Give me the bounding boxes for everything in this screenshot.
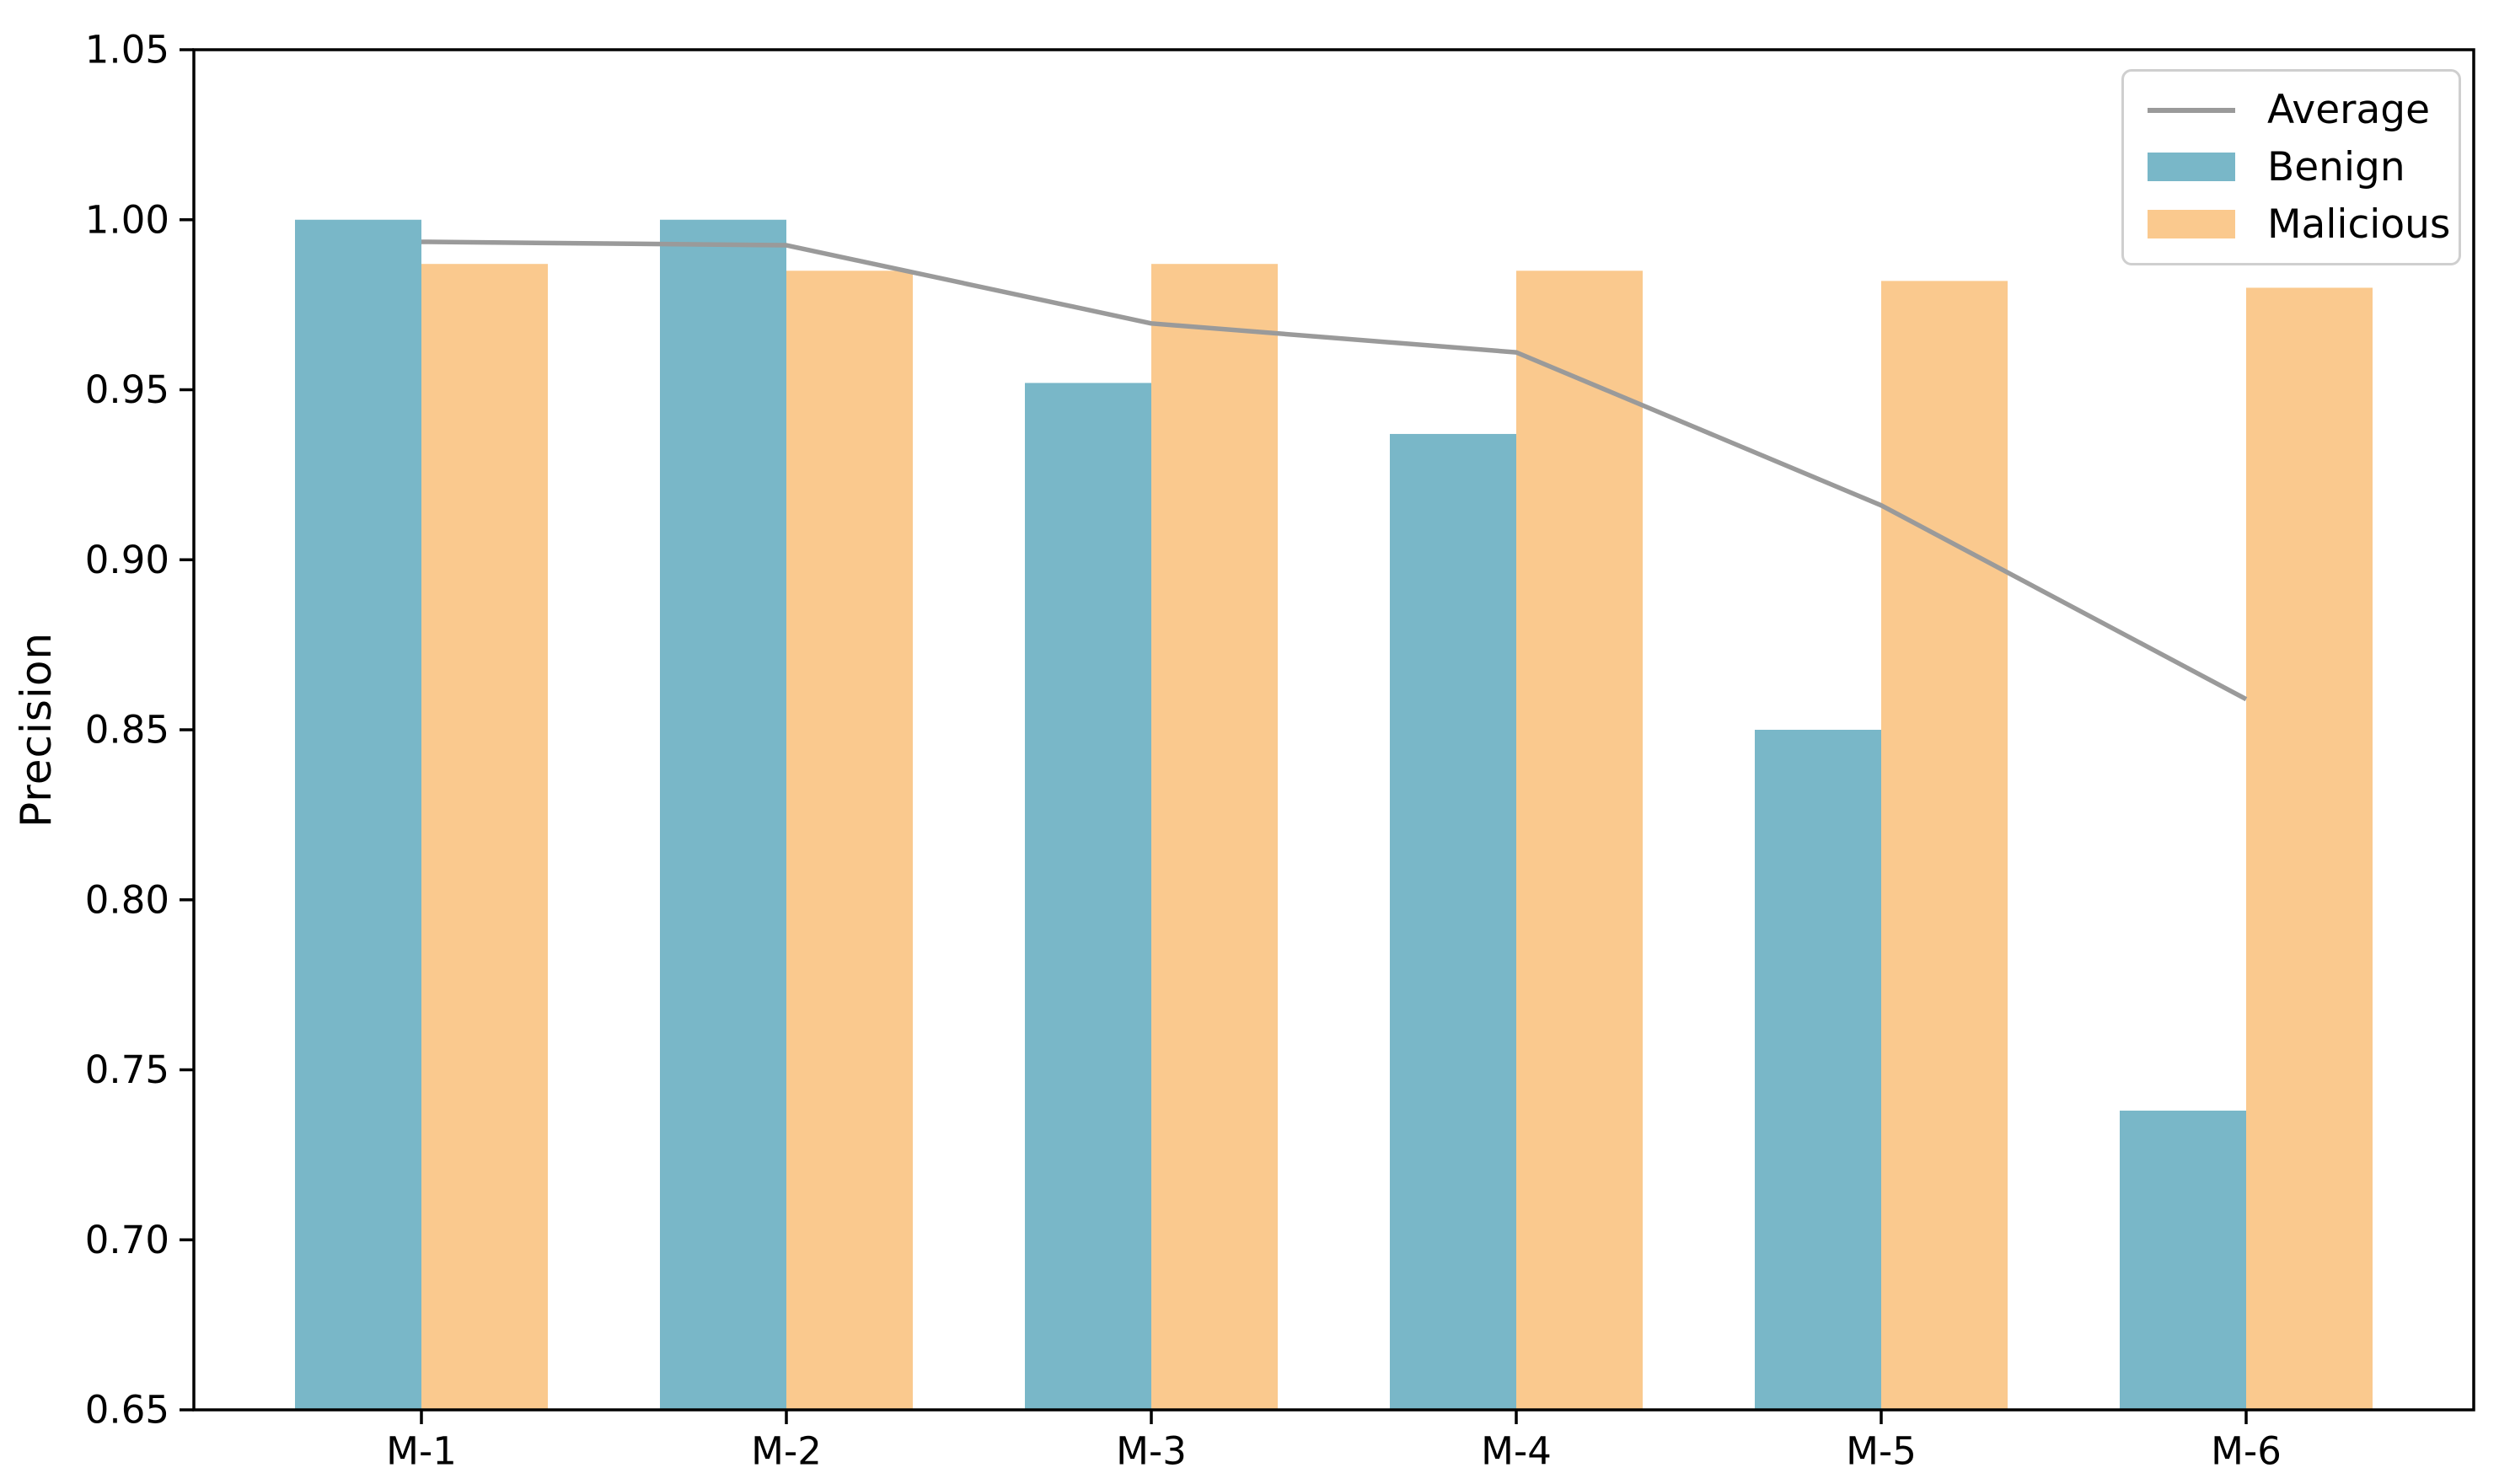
legend-label-malicious: Malicious: [2267, 201, 2451, 248]
y-tick-label: 0.90: [85, 538, 169, 582]
average-line: [421, 239, 2248, 702]
legend-line-swatch-average: [2148, 107, 2235, 113]
legend-item-average: Average: [2148, 83, 2435, 138]
legend: Average Benign Malicious: [2121, 69, 2461, 265]
legend-rect-swatch-malicious: [2148, 210, 2235, 239]
x-tick-label-M-3: M-3: [1116, 1429, 1187, 1474]
y-tick-label: 0.70: [85, 1218, 169, 1262]
bar-malicious-M-3: [1151, 264, 1278, 1411]
x-tick-label-M-6: M-6: [2211, 1429, 2282, 1474]
y-tick-label: 0.65: [85, 1388, 169, 1433]
bar-malicious-M-5: [1881, 281, 2008, 1410]
bar-benign-M-3: [1025, 383, 1151, 1411]
y-tick-label: 1.00: [85, 197, 169, 242]
x-tick-label-M-4: M-4: [1481, 1429, 1552, 1474]
bar-benign-M-2: [660, 219, 786, 1410]
bar-malicious-M-2: [786, 271, 913, 1410]
legend-rect-swatch-benign: [2148, 153, 2235, 182]
y-tick-label: 0.95: [85, 367, 169, 412]
bar-benign-M-6: [2120, 1110, 2246, 1410]
x-tick-label-M-2: M-2: [751, 1429, 822, 1474]
x-tick-label-M-5: M-5: [1846, 1429, 1917, 1474]
y-tick-label: 1.05: [85, 28, 169, 72]
bar-malicious-M-6: [2246, 287, 2373, 1411]
legend-item-benign: Benign: [2148, 139, 2435, 195]
y-axis-label: Precision: [12, 631, 61, 828]
legend-label-average: Average: [2267, 87, 2431, 134]
legend-item-malicious: Malicious: [2148, 196, 2450, 252]
y-tick-label: 0.85: [85, 708, 169, 753]
y-tick-label: 0.80: [85, 877, 169, 922]
x-tick-label-M-1: M-1: [386, 1429, 457, 1474]
bar-benign-M-1: [295, 219, 421, 1410]
bar-malicious-M-4: [1516, 271, 1643, 1410]
bar-benign-M-5: [1755, 730, 1881, 1410]
legend-label-benign: Benign: [2267, 143, 2405, 190]
y-tick-label: 0.75: [85, 1047, 169, 1092]
bar-malicious-M-1: [421, 264, 548, 1411]
bar-benign-M-4: [1390, 433, 1516, 1410]
